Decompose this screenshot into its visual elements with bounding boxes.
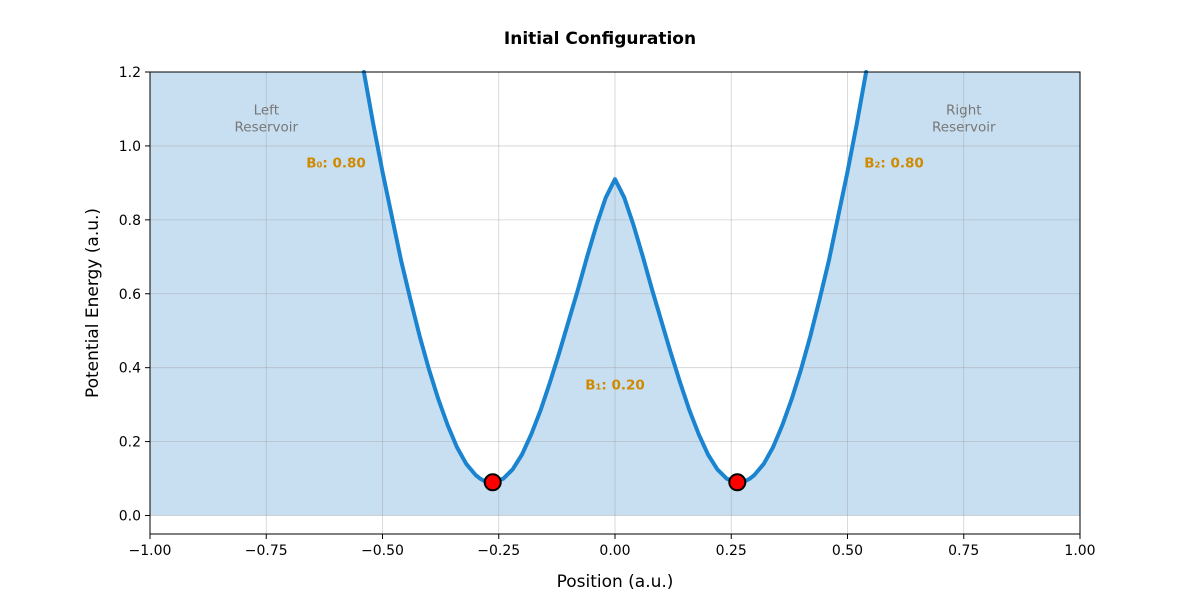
barrier-label: B₁: 0.20 <box>585 377 645 393</box>
region-label-line1: Left <box>254 102 279 118</box>
x-tick-label: 1.00 <box>1064 543 1095 559</box>
barrier-label: B₂: 0.80 <box>864 156 924 172</box>
barrier-label: B₀: 0.80 <box>306 156 366 172</box>
x-tick-label: −1.00 <box>129 543 172 559</box>
region-label-line1: Right <box>946 102 982 118</box>
y-axis-label: Potential Energy (a.u.) <box>83 208 103 398</box>
region-label-line2: Reservoir <box>932 119 996 135</box>
y-tick-label: 0.2 <box>119 435 141 451</box>
y-tick-label: 0.4 <box>119 361 141 377</box>
y-tick-label: 1.2 <box>119 65 141 81</box>
region-label: Right Reservoir <box>932 102 996 135</box>
y-tick-label: 0.0 <box>119 509 141 525</box>
x-tick-label: 0.00 <box>599 543 630 559</box>
x-tick-label: 0.50 <box>832 543 863 559</box>
potential-fill-area <box>150 72 1080 516</box>
particle-right-marker <box>728 473 747 492</box>
y-tick-label: 0.8 <box>119 213 141 229</box>
x-tick-label: −0.25 <box>477 543 520 559</box>
x-tick-label: 0.25 <box>716 543 747 559</box>
particle-left-marker <box>483 473 502 492</box>
region-label-line2: Reservoir <box>235 119 299 135</box>
region-label: Left Reservoir <box>235 102 299 135</box>
x-tick-label: −0.50 <box>361 543 404 559</box>
x-tick-label: 0.75 <box>948 543 979 559</box>
potential-curve-line <box>361 70 869 485</box>
chart-title: Initial Configuration <box>504 29 696 49</box>
y-tick-label: 0.6 <box>119 287 141 303</box>
y-tick-label: 1.0 <box>119 139 141 155</box>
x-axis-label: Position (a.u.) <box>557 572 674 592</box>
x-tick-label: −0.75 <box>245 543 288 559</box>
